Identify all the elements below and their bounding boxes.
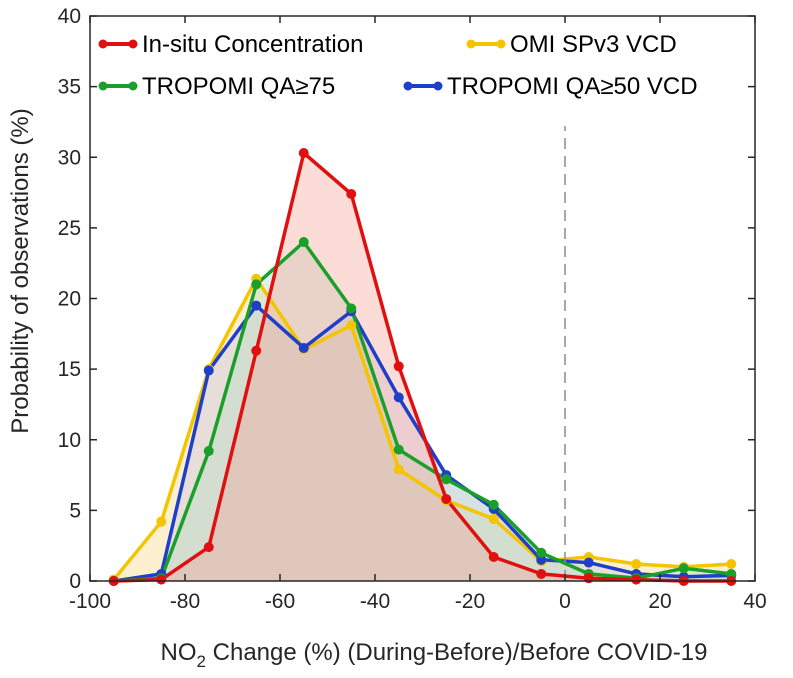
point-tropomi-qa-75 xyxy=(346,303,357,314)
point-in-situ-concentration xyxy=(156,574,167,585)
point-tropomi-qa-50-vcd xyxy=(393,392,404,403)
y-tick-label: 5 xyxy=(69,499,81,522)
x-tick-label: -100 xyxy=(69,590,111,613)
y-tick-label: 10 xyxy=(58,429,81,452)
legend-label: In-situ Concentration xyxy=(142,31,363,58)
point-tropomi-qa-50-vcd xyxy=(536,554,547,565)
point-in-situ-concentration xyxy=(346,188,357,199)
point-tropomi-qa-75 xyxy=(441,474,452,485)
axes xyxy=(89,15,756,582)
y-tick-label: 25 xyxy=(58,217,81,240)
area-omi-spv3-vcd xyxy=(113,278,732,581)
point-omi-spv3-vcd xyxy=(346,320,357,331)
point-tropomi-qa-75 xyxy=(298,237,309,247)
legend-swatch-marker xyxy=(403,81,413,91)
point-tropomi-qa-75 xyxy=(203,446,214,457)
y-tick-label: 0 xyxy=(69,570,81,593)
point-tropomi-qa-75 xyxy=(488,499,499,510)
y-tick-label: 35 xyxy=(58,76,81,99)
legend-label: TROPOMI QA≥50 VCD xyxy=(447,73,698,100)
point-omi-spv3-vcd xyxy=(156,516,167,527)
y-axis-label: Probability of observations (%) xyxy=(7,108,34,433)
point-omi-spv3-vcd xyxy=(726,559,737,570)
legend-swatch-marker xyxy=(128,81,138,91)
line-omi-spv3-vcd xyxy=(112,276,732,581)
point-in-situ-concentration xyxy=(536,568,547,579)
x-tick-label: -20 xyxy=(455,590,485,613)
point-omi-spv3-vcd xyxy=(393,464,404,475)
line-tropomi-qa-75 xyxy=(113,240,732,583)
legend-swatch-marker xyxy=(98,81,108,91)
x-tick-label: 40 xyxy=(743,590,766,613)
point-in-situ-concentration xyxy=(203,542,214,553)
legend-swatch-marker xyxy=(98,39,108,49)
point-tropomi-qa-75 xyxy=(251,279,262,290)
legend: In-situ Concentration OMI SPv3 VCD TROPOMI… xyxy=(98,31,698,100)
x-tick-label: -40 xyxy=(360,590,390,613)
legend-swatch-marker xyxy=(496,39,506,49)
y-tick-label: 15 xyxy=(58,358,81,381)
area-in-situ-concentration xyxy=(113,153,732,581)
point-in-situ-concentration xyxy=(251,345,262,356)
y-tick-label: 30 xyxy=(58,146,81,169)
x-axis-label: NO2 Change (%) (During-Before)/Before CO… xyxy=(161,639,708,671)
series-lines xyxy=(112,151,732,583)
point-tropomi-qa-75 xyxy=(393,444,404,455)
legend-label: OMI SPv3 VCD xyxy=(510,31,677,58)
point-tropomi-qa-50-vcd xyxy=(298,342,309,353)
tick-labels: -100 -80 -60 -40 -20 0 20 40 0 5 10 15 20 25 30 35 40 xyxy=(58,5,767,613)
point-tropomi-qa-75 xyxy=(726,568,737,579)
line-in-situ-concentration xyxy=(113,151,732,583)
point-in-situ-concentration xyxy=(441,494,452,505)
point-tropomi-qa-75 xyxy=(536,547,547,558)
x-tick-label: -80 xyxy=(170,590,200,613)
point-omi-spv3-vcd xyxy=(488,513,499,524)
area-tropomi-qa-50-vcd xyxy=(113,305,732,581)
x-tick-label: 0 xyxy=(559,590,571,613)
legend-label: TROPOMI QA≥75 xyxy=(142,73,335,100)
point-tropomi-qa-50-vcd xyxy=(203,365,214,376)
point-in-situ-concentration xyxy=(488,551,499,562)
point-in-situ-concentration xyxy=(298,148,309,159)
point-tropomi-qa-75 xyxy=(678,563,689,574)
area-tropomi-qa-75 xyxy=(113,242,732,581)
legend-swatch-marker xyxy=(128,39,138,49)
legend-swatch-marker xyxy=(433,81,443,91)
point-in-situ-concentration xyxy=(393,361,404,372)
y-tick-label: 40 xyxy=(58,5,81,28)
y-tick-label: 20 xyxy=(58,288,81,311)
x-tick-label: -60 xyxy=(265,590,295,613)
point-tropomi-qa-50-vcd xyxy=(583,557,594,568)
point-tropomi-qa-50-vcd xyxy=(251,300,262,311)
point-in-situ-concentration xyxy=(631,574,642,585)
x-tick-label: 20 xyxy=(648,590,671,613)
point-omi-spv3-vcd xyxy=(631,559,642,570)
series-fills xyxy=(113,153,732,581)
legend-swatch-marker xyxy=(466,39,476,49)
